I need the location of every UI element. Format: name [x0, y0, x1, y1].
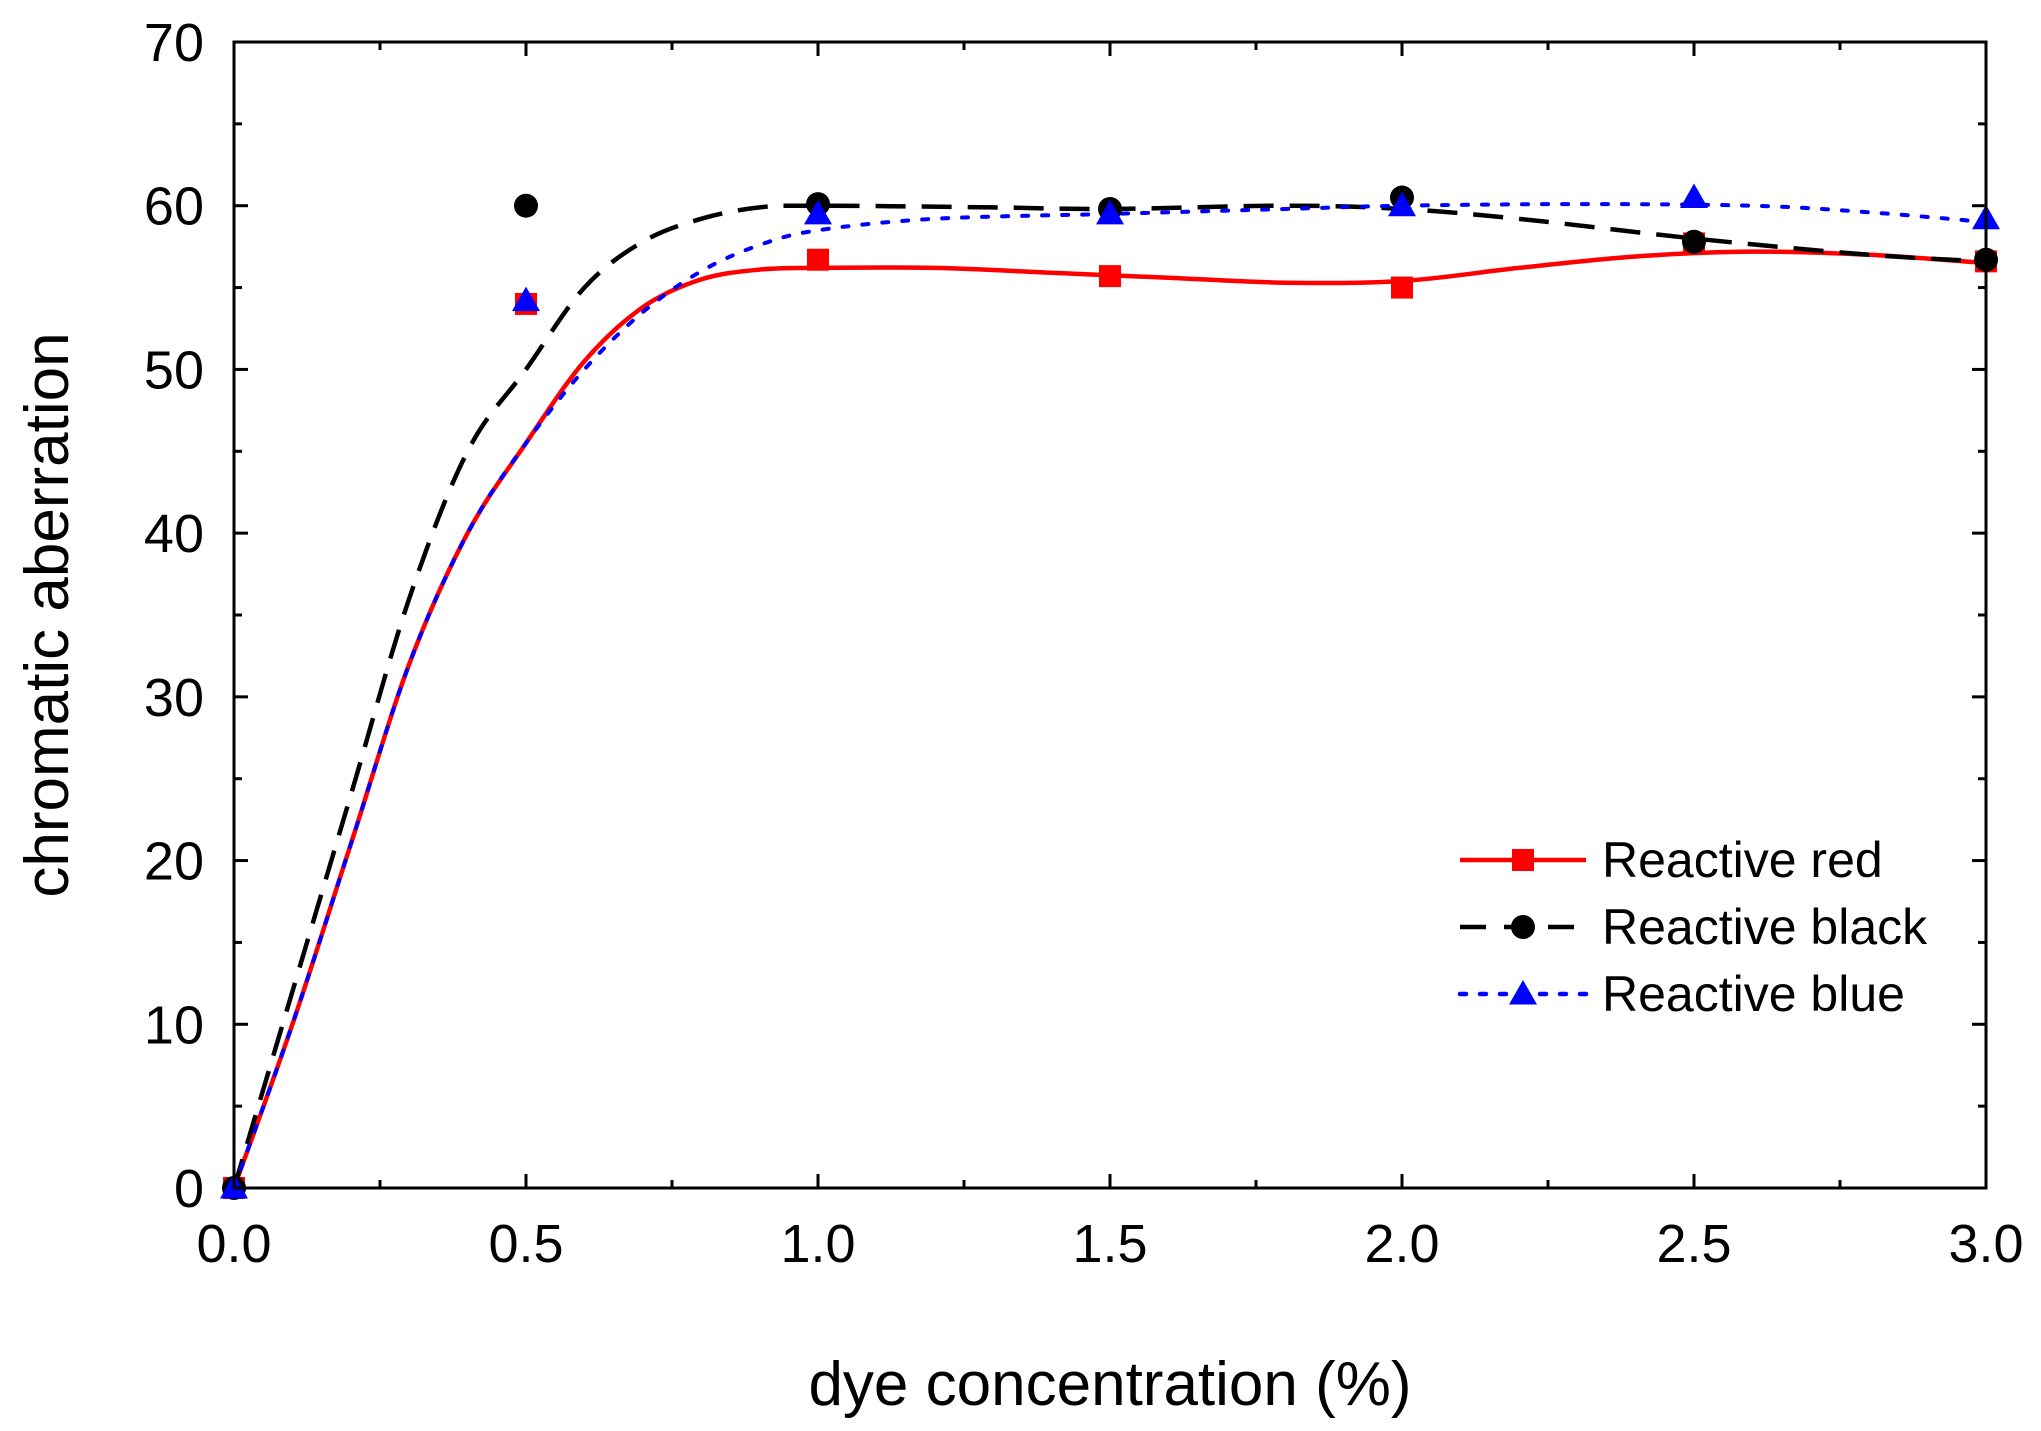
x-tick-label: 2.0 — [1364, 1214, 1439, 1274]
y-tick-label: 10 — [144, 995, 204, 1055]
legend-symbol — [1512, 849, 1534, 871]
legend-label-reactive-blue: Reactive blue — [1602, 966, 1905, 1022]
plot-frame — [232, 40, 1988, 1190]
legend-marker-reactive-black — [1511, 915, 1535, 939]
point-reactive-black — [514, 193, 538, 218]
point-reactive-red — [807, 248, 829, 271]
legend-item-reactive-black: Reactive black — [1460, 899, 1928, 955]
series-curves — [231, 202, 1988, 1190]
point-reactive-blue — [1388, 191, 1416, 217]
legend-marker-reactive-red — [1512, 849, 1534, 871]
y-tick-label: 30 — [144, 668, 204, 728]
curve-reactive-black — [231, 203, 1987, 1189]
legend-symbol — [1509, 980, 1537, 1005]
x-tick-label: 3.0 — [1948, 1214, 2023, 1274]
x-axis-title: dye concentration (%) — [808, 1350, 1411, 1419]
x-tick-label: 1.5 — [1072, 1214, 1147, 1274]
legend-symbol — [1511, 915, 1535, 939]
point-reactive-red — [1391, 276, 1413, 299]
legend-marker-reactive-blue — [1509, 980, 1537, 1005]
point-reactive-black — [1682, 229, 1706, 254]
tick-labels: 0.0 0.5 1.0 1.5 2.0 2.5 3.0 0 10 20 30 40 50 60 70 — [144, 13, 2024, 1274]
point-reactive-blue — [1680, 183, 1708, 209]
legend-item-reactive-red: Reactive red — [1460, 832, 1883, 888]
y-axis-title: chromatic aberration — [13, 332, 82, 897]
point-reactive-red — [1099, 265, 1121, 288]
y-tick-label: 50 — [144, 340, 204, 400]
point-reactive-blue — [804, 199, 832, 225]
point-reactive-blue — [512, 286, 540, 312]
y-tick-label: 20 — [144, 832, 204, 892]
curve-reactive-red — [231, 249, 1987, 1189]
x-tick-label: 0.5 — [488, 1214, 563, 1274]
point-reactive-blue — [1096, 199, 1124, 225]
curve-reactive-blue — [232, 202, 1988, 1190]
y-tick-label: 0 — [174, 1159, 204, 1219]
y-tick-label: 70 — [144, 13, 204, 73]
legend-label-reactive-black: Reactive black — [1602, 899, 1928, 955]
y-tick-label: 40 — [144, 504, 204, 564]
y-tick-label: 60 — [144, 177, 204, 237]
x-tick-label: 1.0 — [780, 1214, 855, 1274]
legend-label-reactive-red: Reactive red — [1602, 832, 1883, 888]
series-markers — [220, 183, 2000, 1200]
x-tick-label: 2.5 — [1656, 1214, 1731, 1274]
legend-item-reactive-blue: Reactive blue — [1457, 966, 1905, 1022]
x-tick-label: 0.0 — [196, 1214, 271, 1274]
legend: Reactive red Reactive black Reactive blu… — [1457, 832, 1928, 1022]
